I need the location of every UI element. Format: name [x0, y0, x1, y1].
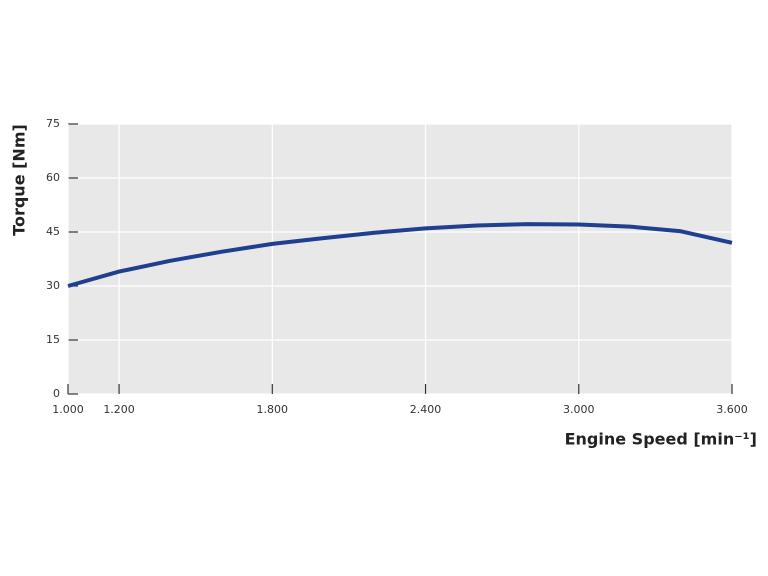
y-tick-label: 0 [53, 387, 60, 400]
x-tick-label: 2.400 [410, 403, 442, 416]
y-tick-label: 45 [46, 225, 60, 238]
x-tick-label: 1.200 [103, 403, 135, 416]
plot-area [68, 124, 732, 394]
y-tick-label: 30 [46, 279, 60, 292]
x-tick-label: 1.000 [52, 403, 84, 416]
x-axis-title: Engine Speed [min⁻¹] [565, 430, 757, 449]
y-axis-title: Torque [Nm] [10, 124, 29, 236]
y-tick-label: 15 [46, 333, 60, 346]
y-tick-label: 60 [46, 171, 60, 184]
x-tick-label: 3.600 [716, 403, 748, 416]
x-tick-label: 1.800 [257, 403, 289, 416]
x-tick-label: 3.000 [563, 403, 595, 416]
line [67, 222, 733, 288]
y-tick-label: 75 [46, 117, 60, 130]
